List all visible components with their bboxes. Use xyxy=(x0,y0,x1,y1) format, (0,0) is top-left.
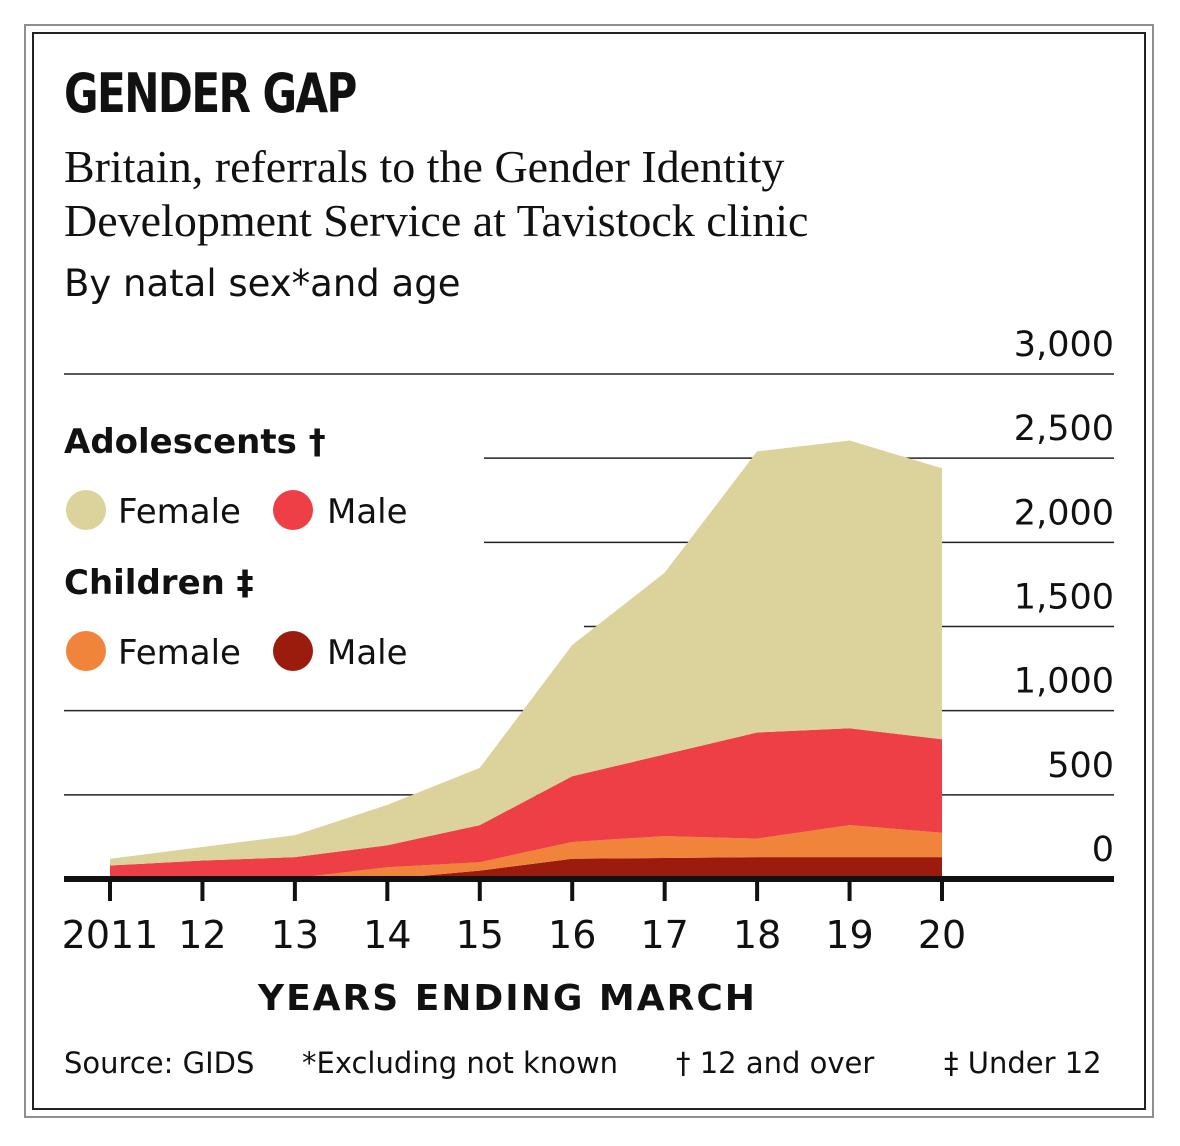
chart-subtitle-2: By natal sex*and age xyxy=(64,262,461,305)
y-tick-label: 2,000 xyxy=(1014,493,1114,533)
x-tick-label: 19 xyxy=(825,913,873,957)
source-note: Source: GIDS xyxy=(64,1046,255,1080)
area-children-female xyxy=(110,825,942,879)
legend-swatch-child-female xyxy=(66,631,106,671)
footnote-children: ‡ Under 12 xyxy=(944,1046,1102,1080)
x-axis xyxy=(64,876,1114,901)
area-adolescents-male xyxy=(110,728,942,879)
x-tick-label: 2011 xyxy=(62,913,159,957)
legend-swatch-adolescent-male xyxy=(273,490,313,530)
legend-label-adolescent-male: Male xyxy=(327,492,408,532)
x-tick-label: 12 xyxy=(178,913,226,957)
y-tick-label: 3,000 xyxy=(1014,325,1114,365)
legend-label-adolescent-female: Female xyxy=(118,492,241,532)
footnote-adolescents: † 12 and over xyxy=(676,1046,875,1080)
x-tick-label: 13 xyxy=(271,913,319,957)
y-tick-label: 1,500 xyxy=(1014,578,1114,618)
chart-title: GENDER GAP xyxy=(64,62,357,125)
legend-heading-children: Children ‡ xyxy=(64,563,254,603)
x-tick-label: 16 xyxy=(548,913,596,957)
legend-label-child-female: Female xyxy=(118,633,241,673)
stacked-areas xyxy=(110,440,942,879)
outer-frame xyxy=(24,24,1154,1118)
x-tick-label: 15 xyxy=(456,913,504,957)
footnote-not-known: *Excluding not known xyxy=(302,1046,619,1080)
y-tick-label: 2,500 xyxy=(1014,409,1114,449)
y-tick-label: 500 xyxy=(1047,746,1114,786)
y-tick-label: 0 xyxy=(1092,830,1114,870)
x-tick-label: 17 xyxy=(640,913,688,957)
legend-heading-adolescents: Adolescents † xyxy=(64,422,326,462)
y-tick-label: 1,000 xyxy=(1014,662,1114,702)
area-adolescents-female xyxy=(110,440,942,866)
x-tick-label: 14 xyxy=(363,913,411,957)
legend: Adolescents † Female Male Children ‡ Fem… xyxy=(64,422,408,673)
legend-swatch-adolescent-female xyxy=(66,490,106,530)
inner-frame xyxy=(32,32,1146,1110)
x-tick-label: 20 xyxy=(918,913,966,957)
area-children-male xyxy=(110,857,942,879)
x-tick-label: 18 xyxy=(733,913,781,957)
chart-subtitle: Britain, referrals to the Gender Identit… xyxy=(64,141,809,246)
x-axis-title: YEARS ENDING MARCH xyxy=(258,978,757,1019)
legend-swatch-child-male xyxy=(273,631,313,671)
legend-label-child-male: Male xyxy=(327,633,408,673)
y-tick-labels: 0 500 1,000 1,500 2,000 2,500 3,000 xyxy=(1014,325,1114,870)
x-tick-labels: 2011 12 13 14 15 16 17 18 19 20 xyxy=(62,913,967,957)
